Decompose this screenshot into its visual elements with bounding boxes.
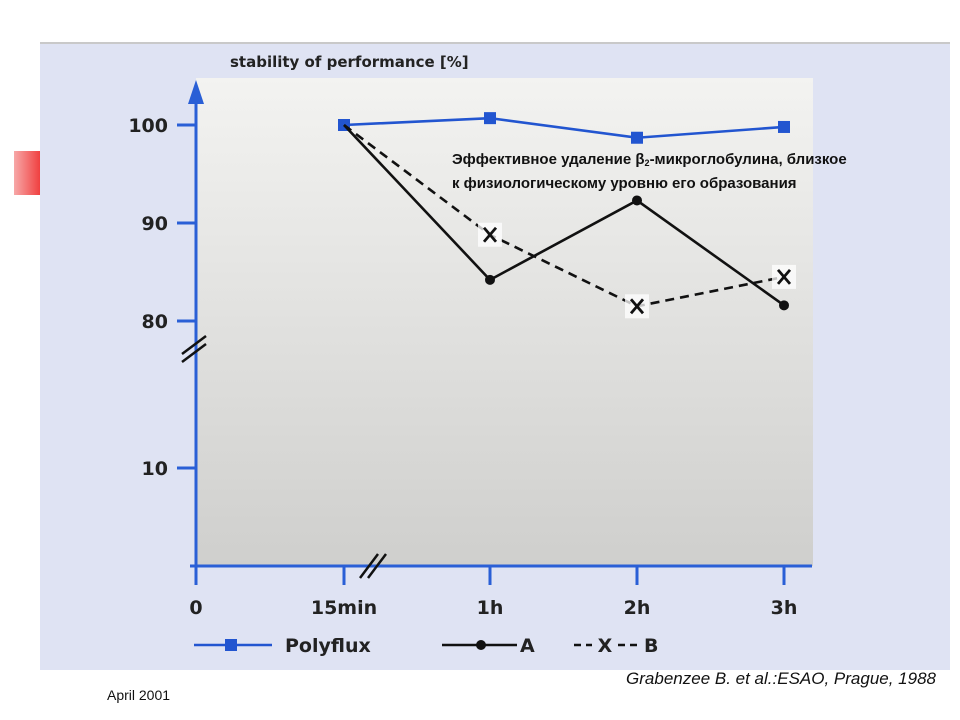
point-Polyflux-1 [484, 112, 496, 125]
legend-label-b: B [644, 635, 658, 657]
axes [188, 80, 812, 568]
top-rule [40, 42, 950, 44]
x-tick-label-0: 0 [189, 597, 202, 619]
accent-bar [14, 151, 40, 195]
annotation: Эффективное удаление β2-микроглобулина, … [452, 148, 960, 196]
x-tick-label-4: 3h [771, 597, 798, 619]
legend-marker-a [476, 640, 486, 650]
y-tick-label-2: 80 [142, 311, 168, 333]
date-label: April 2001 [107, 687, 171, 703]
plot-area [196, 78, 813, 566]
x-tick-label-3: 2h [624, 597, 651, 619]
x-tick-label-1: 15min [311, 597, 377, 619]
point-B-3 [772, 264, 796, 289]
annotation-line1-end: -микроглобулина, близкое [649, 151, 847, 168]
series-line-B [343, 123, 785, 308]
point-A-1 [485, 274, 495, 285]
point-A-3 [779, 300, 789, 311]
series-line-A [343, 124, 785, 307]
annotation-subscript: 2 [644, 158, 650, 168]
point-B-1 [478, 222, 502, 247]
y-axis-title: stability of performance [%] [230, 53, 469, 71]
legend-label-a: A [520, 635, 535, 657]
point-A-2 [632, 195, 642, 206]
legend-label-polyflux: Polyflux [285, 635, 371, 657]
point-Polyflux-3 [778, 120, 790, 133]
series-line-Polyflux [343, 116, 785, 140]
citation: Grabenzee B. et al.:ESAO, Prague, 1988 [626, 669, 936, 688]
x-tick-label-2: 1h [477, 597, 504, 619]
x-axis-break [359, 553, 387, 579]
point-Polyflux-2 [631, 131, 643, 144]
y-tick-label-1: 90 [142, 213, 168, 235]
annotation-line1-start: Эффективное удаление β [452, 151, 645, 168]
annotation-line2: к физиологическому уровню его образовани… [452, 175, 797, 192]
y-tick-label-0: 100 [128, 115, 168, 137]
legend-marker-b: X [598, 635, 613, 657]
legend-marker-polyflux [225, 639, 237, 651]
y-tick-label-3: 10 [142, 458, 168, 480]
y-axis-break [181, 335, 207, 363]
point-B-2 [625, 294, 649, 319]
